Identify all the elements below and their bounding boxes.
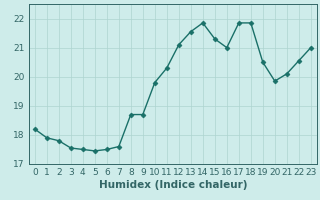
X-axis label: Humidex (Indice chaleur): Humidex (Indice chaleur) — [99, 180, 247, 190]
